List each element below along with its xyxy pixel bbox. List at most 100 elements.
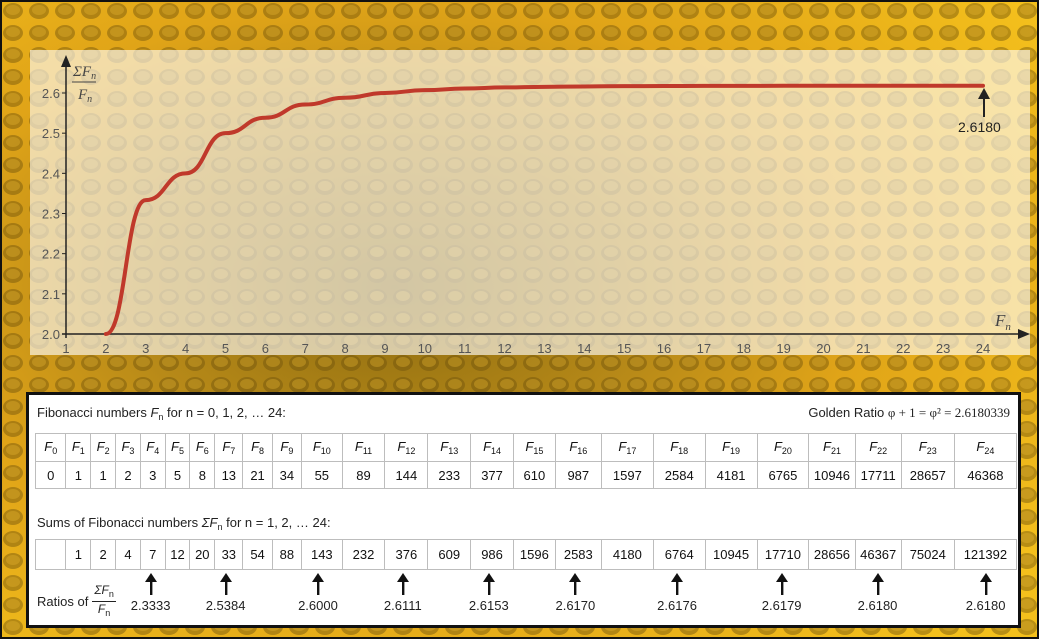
x-tick-label: 13 — [537, 341, 551, 356]
fib-value-cell: 610 — [512, 461, 556, 489]
sum-value-cell: 33 — [214, 539, 244, 570]
ratio-value: 2.6000 — [298, 598, 338, 613]
x-tick-label: 8 — [341, 341, 348, 356]
fib-value-cell: 5 — [164, 461, 191, 489]
fib-index-cell: F14 — [470, 433, 514, 462]
ratio-arrow — [871, 573, 884, 595]
fib-value-cell: 17711 — [854, 461, 902, 489]
fib-value-cell: 55 — [301, 461, 343, 489]
fib-index-cell: F8 — [242, 433, 273, 462]
fib-index-row: F0 F1 F2 F3 F4 F5 F6 F7 F8 F9 F10 F11 F12 F13 F14 F15 F1… — [34, 433, 1018, 462]
sum-value-cell: 54 — [242, 539, 273, 570]
ratio-arrow — [671, 573, 684, 595]
fib-value-cell: 34 — [271, 461, 303, 489]
fib-index-cell: F9 — [271, 433, 303, 462]
sum-value-cell: 6764 — [652, 539, 706, 570]
ratio-value: 2.6176 — [657, 598, 697, 613]
sum-value-cell: 1 — [65, 539, 92, 570]
x-tick-label: 10 — [418, 341, 432, 356]
sum-value-cell: 2583 — [554, 539, 602, 570]
fib-value-cell: 46368 — [953, 461, 1018, 489]
ratio-arrow — [311, 573, 324, 595]
fib-value-cell: 377 — [470, 461, 514, 489]
ratio-value: 2.6179 — [761, 598, 802, 613]
sum-value-cell: 143 — [301, 539, 343, 570]
y-axis-label: ΣFn Fn — [72, 64, 96, 105]
ratio-value: 2.6180 — [857, 598, 898, 613]
fib-value-cell: 3 — [139, 461, 166, 489]
sum-value-cell: 4 — [115, 539, 141, 570]
x-tick-label: 4 — [182, 341, 189, 356]
x-tick-label: 3 — [142, 341, 149, 356]
fib-index-cell: F3 — [115, 433, 141, 462]
x-tick-label: 14 — [577, 341, 591, 356]
x-tick-label: 6 — [262, 341, 269, 356]
x-tick-label: 17 — [697, 341, 711, 356]
fib-value-cell: 10946 — [808, 461, 856, 489]
fib-value-cell: 2 — [115, 461, 141, 489]
x-axis-label: Fn — [994, 311, 1011, 333]
fib-index-cell: F0 — [34, 433, 67, 462]
sums-header: Sums of Fibonacci numbers ΣFn for n = 1,… — [37, 515, 331, 532]
fib-value-cell: 89 — [341, 461, 386, 489]
fib-value-cell: 2584 — [652, 461, 706, 489]
fib-index-cell: F11 — [341, 433, 386, 462]
fib-index-cell: F4 — [139, 433, 166, 462]
sum-value-cell — [34, 539, 67, 570]
fib-index-cell: F13 — [427, 433, 472, 462]
y-tick-label: 2.6 — [42, 86, 60, 101]
sum-value-cell: 2 — [90, 539, 117, 570]
golden-ratio-label: Golden Ratio — [808, 405, 885, 420]
fib-value-cell: 6765 — [756, 461, 810, 489]
y-tick-label: 2.3 — [42, 207, 60, 222]
fibonacci-table-panel: Fibonacci numbers Fn for n = 0, 1, 2, … … — [26, 392, 1021, 628]
ratio-value: 2.6153 — [468, 598, 509, 613]
x-tick-label: 22 — [896, 341, 910, 356]
y-axis-arrow — [61, 55, 71, 67]
x-tick-label: 1 — [62, 341, 69, 356]
x-tick-label: 24 — [976, 341, 990, 356]
fib-index-cell: F17 — [600, 433, 654, 462]
sum-value-cell: 17710 — [756, 539, 810, 570]
fib-index-cell: F6 — [189, 433, 216, 462]
x-tick-label: 19 — [776, 341, 790, 356]
x-tick-label: 18 — [737, 341, 751, 356]
fib-index-cell: F16 — [554, 433, 602, 462]
fib-value-cell: 1 — [90, 461, 117, 489]
fib-index-cell: F10 — [301, 433, 343, 462]
fib-index-cell: F5 — [164, 433, 191, 462]
ratios-label: Ratios of ΣFn Fn — [37, 583, 116, 620]
sum-value-cell: 4180 — [600, 539, 654, 570]
ratio-curve — [103, 83, 985, 336]
ratio-value: 2.3333 — [130, 598, 171, 613]
x-tick-label: 7 — [302, 341, 309, 356]
plot-panel — [30, 50, 1030, 355]
ratio-arrow — [396, 573, 409, 595]
fib-value-cell: 4181 — [704, 461, 758, 489]
ratios-label-text: Ratios of — [37, 594, 89, 609]
x-tick-label: 9 — [381, 341, 388, 356]
fib-value-row: 0 1 1 2 3 5 8 13 21 34 55 89 144 233 377 610 987 1597 2584… — [34, 461, 1018, 489]
x-tick-label: 15 — [617, 341, 631, 356]
sums-table: 1 2 4 7 12 20 33 54 88 143 232 376 609 986 1596 2583 418… — [34, 539, 1018, 570]
y-tick-label: 2.2 — [42, 247, 60, 262]
fib-index-cell: F24 — [953, 433, 1018, 462]
x-tick-label: 11 — [458, 341, 472, 356]
limit-annotation: 2.6180 — [958, 88, 1001, 135]
ratio-value: 2.6180 — [965, 598, 1006, 613]
y-tick-label: 2.1 — [42, 287, 60, 302]
sums-value-row: 1 2 4 7 12 20 33 54 88 143 232 376 609 986 1596 2583 418… — [34, 539, 1018, 570]
fib-index-cell: F19 — [704, 433, 758, 462]
x-tick-label: 5 — [222, 341, 229, 356]
sum-value-cell: 28656 — [808, 539, 856, 570]
fib-index-cell: F23 — [900, 433, 955, 462]
sum-value-cell: 46367 — [854, 539, 902, 570]
fibonacci-table: F0 F1 F2 F3 F4 F5 F6 F7 F8 F9 F10 F11 F12 F13 F14 F15 F1… — [34, 433, 1018, 489]
fib-header-title: Fibonacci numbers — [37, 405, 147, 420]
ratios-fraction: ΣFn Fn — [92, 583, 116, 618]
ratio-arrow — [144, 573, 157, 595]
sum-value-cell: 12 — [164, 539, 191, 570]
fib-index-cell: F1 — [65, 433, 92, 462]
sum-value-cell: 609 — [427, 539, 472, 570]
